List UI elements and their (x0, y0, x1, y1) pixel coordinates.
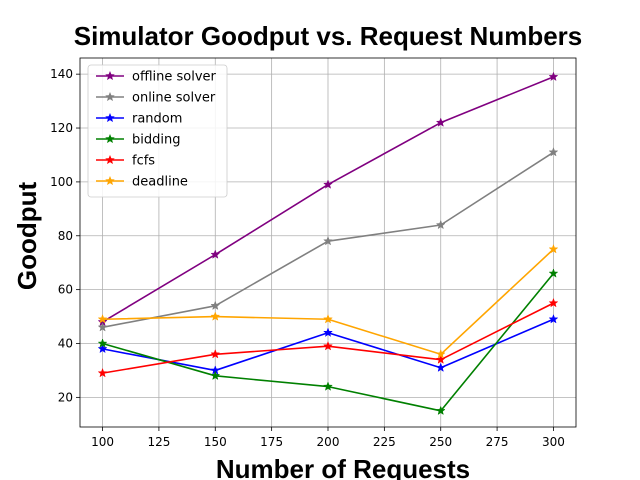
legend-label: bidding (132, 133, 180, 148)
y-tick-label: 40 (58, 337, 73, 351)
x-tick-label: 175 (260, 435, 283, 449)
data-point-online-solver (435, 219, 446, 230)
data-point-random (435, 362, 446, 372)
legend-star-marker (105, 175, 115, 186)
series-deadline (97, 244, 559, 359)
axes: 100 125 150 175 200 225 250 275 300 20 40 60 80 100 12… (50, 57, 577, 449)
x-tick-label: 100 (91, 435, 114, 449)
data-point-offline-solver (435, 117, 446, 127)
data-point-bidding (97, 338, 108, 348)
legend-star-marker (105, 91, 115, 102)
data-point-random (323, 327, 333, 337)
y-tick-label: 20 (58, 390, 73, 404)
series-random (97, 314, 559, 375)
legend-star-marker (105, 133, 115, 144)
data-point-bidding (435, 405, 446, 416)
series-bidding (97, 268, 559, 416)
legend-item-fcfs: fcfs (96, 154, 155, 169)
data-point-deadline (210, 311, 221, 321)
data-point-bidding (210, 370, 221, 381)
legend-label: offline solver (132, 70, 217, 85)
y-axis-label: Goodput (12, 182, 42, 291)
x-tick-label: 300 (542, 435, 565, 449)
x-tick-label: 225 (373, 435, 396, 449)
data-point-fcfs (435, 354, 446, 364)
y-tick-label: 140 (50, 67, 73, 81)
legend-item-random: random (96, 112, 182, 127)
legend-item-offline-solver: offline solver (96, 70, 217, 85)
data-point-offline-solver (210, 249, 221, 259)
data-point-fcfs (548, 297, 559, 308)
data-point-bidding (548, 268, 559, 278)
x-axis-label: Number of Requests (216, 454, 470, 480)
legend-label: deadline (132, 175, 188, 190)
series-fcfs (97, 297, 559, 378)
series-online-solver (97, 147, 559, 332)
y-tick-label: 60 (58, 283, 73, 297)
data-point-deadline (97, 314, 108, 324)
y-tick-label: 80 (58, 229, 73, 243)
legend: offline solver online solver random bidding… (87, 64, 228, 198)
x-tick-label: 125 (147, 435, 170, 449)
legend-label: online solver (132, 91, 216, 106)
series-lines (97, 71, 559, 416)
legend-label: fcfs (132, 154, 155, 169)
data-point-deadline (548, 244, 559, 254)
chart-title: Simulator Goodput vs. Request Numbers (74, 21, 583, 51)
legend-item-deadline: deadline (96, 175, 188, 190)
y-tick-label: 120 (50, 121, 73, 135)
legend-label: random (132, 112, 182, 127)
data-point-bidding (323, 381, 333, 391)
legend-star-marker (105, 112, 115, 123)
y-tick-label: 100 (50, 175, 73, 189)
legend-item-bidding: bidding (96, 133, 180, 148)
legend-star-marker (105, 154, 115, 165)
legend-item-online-solver: online solver (96, 91, 216, 106)
legend-box (87, 64, 228, 198)
data-point-fcfs (323, 340, 333, 351)
data-point-online-solver (323, 235, 333, 246)
data-point-online-solver (548, 147, 559, 157)
data-point-random (548, 314, 559, 324)
data-point-deadline (435, 349, 446, 359)
x-tick-label: 200 (317, 435, 340, 449)
series-offline-solver (97, 71, 559, 327)
data-point-deadline (323, 314, 333, 324)
x-tick-label: 275 (486, 435, 509, 449)
data-point-online-solver (210, 300, 221, 311)
data-point-online-solver (97, 322, 108, 332)
legend-star-marker (105, 70, 115, 81)
data-point-fcfs (210, 349, 221, 359)
x-tick-label: 250 (429, 435, 452, 449)
x-tick-label: 150 (204, 435, 227, 449)
data-point-random (97, 343, 108, 354)
data-point-fcfs (97, 367, 108, 378)
data-point-offline-solver (548, 71, 559, 82)
data-point-offline-solver (323, 179, 333, 189)
